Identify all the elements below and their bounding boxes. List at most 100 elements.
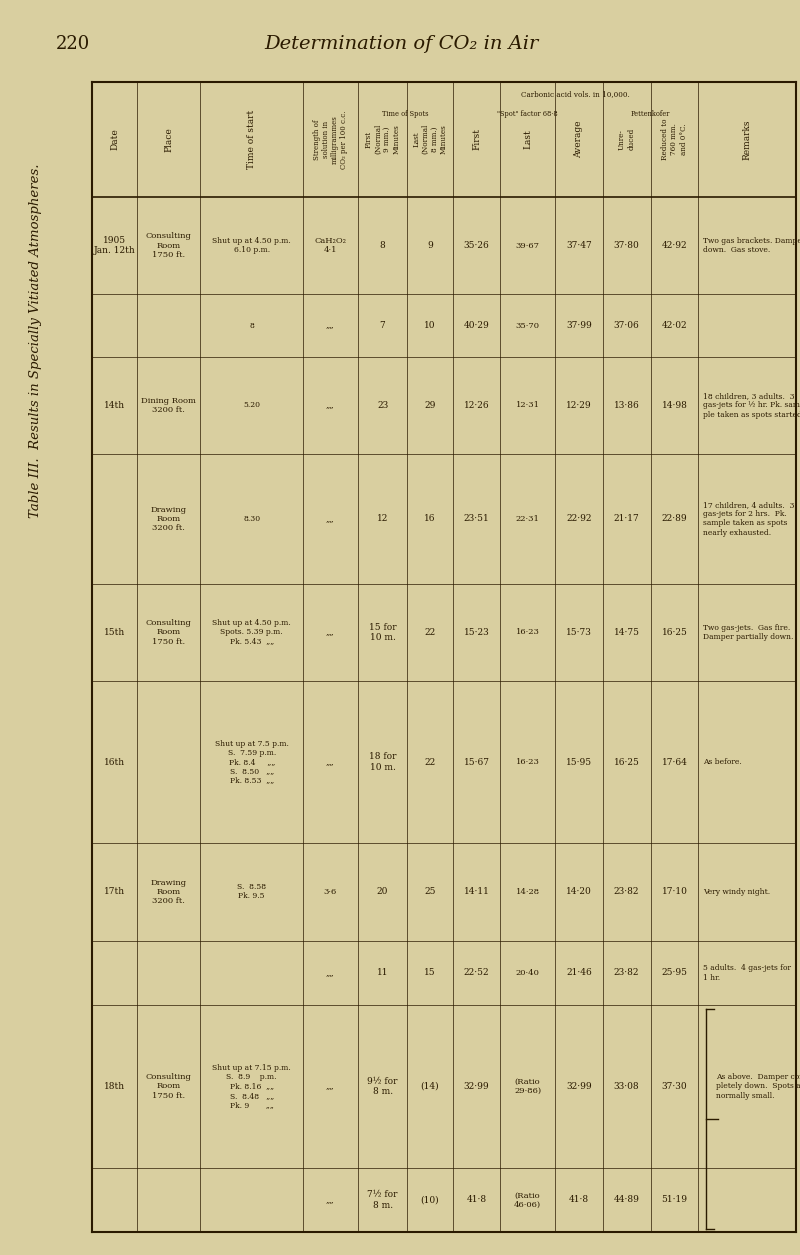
Text: Last
(Normal
8 mm.)
Minutes: Last (Normal 8 mm.) Minutes xyxy=(412,124,448,154)
Text: Date: Date xyxy=(110,128,119,151)
Text: 40·29: 40·29 xyxy=(464,321,490,330)
Text: Pettenkofer: Pettenkofer xyxy=(631,110,670,118)
Text: 13·86: 13·86 xyxy=(614,400,639,410)
Text: Very windy night.: Very windy night. xyxy=(703,887,770,896)
Text: 23·82: 23·82 xyxy=(614,887,639,896)
Text: 16th: 16th xyxy=(104,758,125,767)
Text: 22·31: 22·31 xyxy=(516,515,540,523)
Text: 22·92: 22·92 xyxy=(566,515,591,523)
Text: 42·92: 42·92 xyxy=(662,241,687,250)
Text: 37·30: 37·30 xyxy=(662,1082,687,1091)
Text: 23: 23 xyxy=(377,400,388,410)
Text: „„: „„ xyxy=(326,1083,335,1091)
Text: 18 for
10 m.: 18 for 10 m. xyxy=(369,753,396,772)
Text: 16·25: 16·25 xyxy=(614,758,639,767)
Text: 8.30: 8.30 xyxy=(243,515,260,523)
Text: 29: 29 xyxy=(424,400,436,410)
Text: 20: 20 xyxy=(377,887,388,896)
Text: (14): (14) xyxy=(421,1082,439,1091)
Text: 5 adults.  4 gas-jets for
1 hr.: 5 adults. 4 gas-jets for 1 hr. xyxy=(703,964,791,981)
Text: Consulting
Room
1750 ft.: Consulting Room 1750 ft. xyxy=(146,1073,192,1099)
Text: 17·10: 17·10 xyxy=(662,887,687,896)
Text: Consulting
Room
1750 ft.: Consulting Room 1750 ft. xyxy=(146,619,192,645)
Text: 41·8: 41·8 xyxy=(569,1196,589,1205)
Text: Last: Last xyxy=(523,129,532,149)
Text: Consulting
Room
1750 ft.: Consulting Room 1750 ft. xyxy=(146,232,192,259)
Text: 18 children, 3 adults.  3
gas-jets for ½ hr. Pk. sam-
ple taken as spots started: 18 children, 3 adults. 3 gas-jets for ½ … xyxy=(703,392,800,419)
Text: 7: 7 xyxy=(380,321,386,330)
Text: Remarks: Remarks xyxy=(742,119,752,159)
Text: 7½ for
8 m.: 7½ for 8 m. xyxy=(367,1190,398,1210)
Text: As above.  Damper com-
pletely down.  Spots ab-
normally small.: As above. Damper com- pletely down. Spot… xyxy=(716,1073,800,1099)
Text: „„: „„ xyxy=(326,321,335,330)
Text: „„: „„ xyxy=(326,758,335,766)
Text: 15: 15 xyxy=(424,969,436,978)
Text: 23·51: 23·51 xyxy=(464,515,490,523)
Text: 16·23: 16·23 xyxy=(516,629,540,636)
Text: 21·17: 21·17 xyxy=(614,515,639,523)
Text: 5.20: 5.20 xyxy=(243,402,260,409)
Text: „„: „„ xyxy=(326,969,335,976)
Text: Unre-
duced: Unre- duced xyxy=(618,128,635,151)
Text: 11: 11 xyxy=(377,969,388,978)
Text: (10): (10) xyxy=(421,1196,439,1205)
Text: 12: 12 xyxy=(377,515,388,523)
Text: 15·67: 15·67 xyxy=(463,758,490,767)
Text: 10: 10 xyxy=(424,321,436,330)
Text: 32·99: 32·99 xyxy=(464,1082,490,1091)
Text: Place: Place xyxy=(164,127,174,152)
Text: Drawing
Room
3200 ft.: Drawing Room 3200 ft. xyxy=(150,506,186,532)
Text: 15·23: 15·23 xyxy=(464,628,490,636)
Text: 14·20: 14·20 xyxy=(566,887,592,896)
Text: S.  8.58
Pk. 9.5: S. 8.58 Pk. 9.5 xyxy=(237,884,266,900)
Text: 22: 22 xyxy=(425,628,436,636)
Text: 14th: 14th xyxy=(104,400,125,410)
Text: 25·95: 25·95 xyxy=(662,969,687,978)
Text: 14·28: 14·28 xyxy=(516,887,540,896)
Text: 22: 22 xyxy=(425,758,436,767)
Text: „„: „„ xyxy=(326,515,335,523)
Text: 8: 8 xyxy=(250,321,254,330)
Text: „„: „„ xyxy=(326,402,335,409)
Text: 15 for
10 m.: 15 for 10 m. xyxy=(369,622,396,643)
Text: 9½ for
8 m.: 9½ for 8 m. xyxy=(367,1077,398,1096)
Text: „„: „„ xyxy=(326,629,335,636)
Text: Strength of
solution in
milligrammes
CO₂ per 100 c.c.: Strength of solution in milligrammes CO₂… xyxy=(313,110,348,168)
Text: 17th: 17th xyxy=(104,887,125,896)
Text: Shut up at 7.15 p.m.
S.  8.9    p.m.
Pk. 8.16  „„
S.  8.48   „„
Pk. 9       „„: Shut up at 7.15 p.m. S. 8.9 p.m. Pk. 8.1… xyxy=(212,1064,291,1109)
Text: First: First xyxy=(472,128,481,151)
Text: Table III.  Results in Specially Vitiated Atmospheres.: Table III. Results in Specially Vitiated… xyxy=(30,163,42,517)
Text: 12·29: 12·29 xyxy=(566,400,592,410)
Text: 35·70: 35·70 xyxy=(516,321,540,330)
Text: 16·23: 16·23 xyxy=(516,758,540,766)
Text: 37·47: 37·47 xyxy=(566,241,592,250)
Text: Average: Average xyxy=(574,120,583,158)
Text: 15th: 15th xyxy=(104,628,126,636)
Text: As before.: As before. xyxy=(703,758,742,766)
Text: 51·19: 51·19 xyxy=(662,1196,687,1205)
Text: 41·8: 41·8 xyxy=(466,1196,486,1205)
Text: "Spot" factor 68·8: "Spot" factor 68·8 xyxy=(498,110,558,118)
Text: Two gas brackets. Damper
down.  Gas stove.: Two gas brackets. Damper down. Gas stove… xyxy=(703,237,800,255)
Text: Time of start: Time of start xyxy=(247,109,256,169)
Text: 15·95: 15·95 xyxy=(566,758,592,767)
Text: (Ratio
46·06): (Ratio 46·06) xyxy=(514,1191,542,1209)
Text: 42·02: 42·02 xyxy=(662,321,687,330)
Text: 12·26: 12·26 xyxy=(464,400,490,410)
Text: 17·64: 17·64 xyxy=(662,758,687,767)
Text: CaH₂O₂
4·1: CaH₂O₂ 4·1 xyxy=(314,237,346,255)
Text: „„: „„ xyxy=(326,1196,335,1204)
Text: Carbonic acid vols. in 10,000.: Carbonic acid vols. in 10,000. xyxy=(521,90,630,98)
Text: 20·40: 20·40 xyxy=(516,969,540,976)
Text: Reduced to
760 mm.
and 0°C.: Reduced to 760 mm. and 0°C. xyxy=(662,118,688,161)
Text: Two gas-jets.  Gas fire.
Damper partially down.: Two gas-jets. Gas fire. Damper partially… xyxy=(703,624,794,641)
Text: 32·99: 32·99 xyxy=(566,1082,592,1091)
Text: Shut up at 4.50 p.m.
6.10 p.m.: Shut up at 4.50 p.m. 6.10 p.m. xyxy=(212,237,291,255)
Text: Shut up at 7.5 p.m.
S.  7.59 p.m.
Pk. 8.4     „„
S.  8.50   „„
Pk. 8.53  „„: Shut up at 7.5 p.m. S. 7.59 p.m. Pk. 8.4… xyxy=(214,739,289,784)
Text: 37·06: 37·06 xyxy=(614,321,639,330)
Text: 17 children, 4 adults.  3
gas-jets for 2 hrs.  Pk.
sample taken as spots
nearly : 17 children, 4 adults. 3 gas-jets for 2 … xyxy=(703,501,794,537)
Text: 33·08: 33·08 xyxy=(614,1082,639,1091)
Text: 14·11: 14·11 xyxy=(464,887,490,896)
Text: 220: 220 xyxy=(56,35,90,53)
Text: 12·31: 12·31 xyxy=(516,402,540,409)
